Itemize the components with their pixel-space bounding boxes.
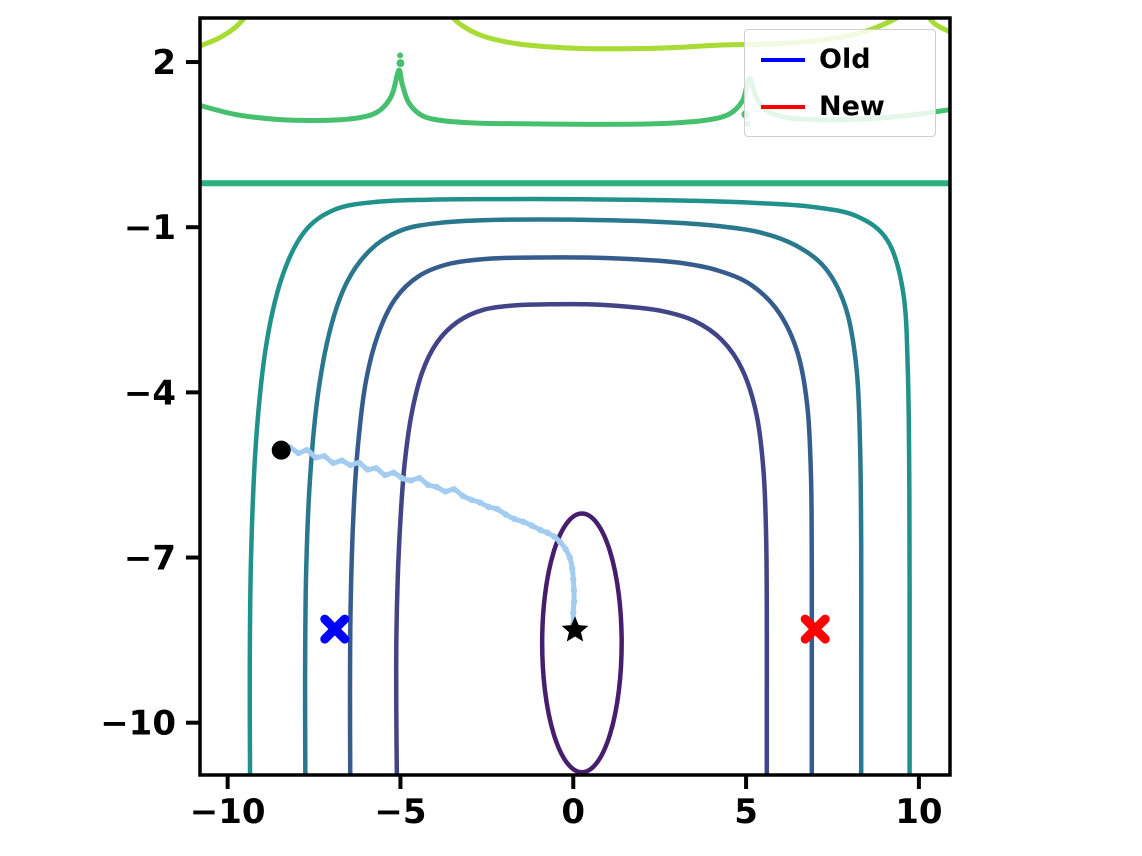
- trajectory-point: [494, 505, 501, 513]
- contour-dot: [396, 59, 405, 68]
- trajectory-point: [303, 446, 311, 454]
- level-inner-ellipse: [539, 511, 624, 775]
- x-tick-label: −5: [374, 792, 426, 832]
- y-tick-label: −4: [124, 373, 176, 413]
- new-marker-x-stroke: [800, 614, 830, 644]
- trajectory-point: [347, 461, 354, 469]
- trajectory-point: [416, 475, 423, 482]
- level-lime-arc-right: [925, 18, 950, 35]
- trajectory-point: [390, 469, 397, 476]
- optimization-trajectory: [278, 444, 578, 627]
- y-tick-label: −7: [124, 539, 176, 579]
- trajectory-point: [295, 449, 302, 457]
- x-tick-label: −10: [190, 792, 266, 832]
- trajectory-point: [364, 466, 371, 473]
- trajectory-point: [562, 546, 569, 553]
- trajectory-point: [468, 496, 475, 503]
- contour-spike-dots: [396, 52, 751, 127]
- trajectory-point: [556, 538, 564, 546]
- trajectory-point: [476, 499, 484, 506]
- y-tick-label: −10: [100, 704, 176, 744]
- trajectory-point: [355, 459, 363, 467]
- trajectory-point: [570, 576, 577, 583]
- trajectory-line: [278, 444, 577, 627]
- level-indigo-u: [393, 301, 770, 775]
- level-lime-arc-left: [200, 18, 248, 49]
- y-tick-label: 2: [152, 43, 176, 83]
- legend-item-label: Old: [819, 44, 871, 75]
- trajectory-point: [528, 522, 535, 529]
- trajectory-point: [433, 483, 440, 491]
- trajectory-point: [551, 533, 558, 540]
- trajectory-point: [566, 554, 574, 561]
- markers-layer: [271, 440, 830, 644]
- level-steel-blue-u: [347, 255, 815, 775]
- x-axis: −10 −5 0 5 10: [190, 775, 943, 832]
- trajectory-point: [329, 459, 337, 467]
- trajectory-point: [570, 587, 578, 594]
- legend-line-swatch: [761, 104, 805, 109]
- trajectory-point: [569, 565, 576, 572]
- trajectory-point: [407, 477, 415, 484]
- trajectory-point: [511, 515, 518, 523]
- trajectory-point: [459, 492, 466, 500]
- trajectory-point: [442, 488, 449, 495]
- y-axis: 2 −1 −4 −7 −10: [100, 43, 200, 744]
- trajectory-point: [519, 518, 527, 525]
- trajectory-point: [502, 511, 510, 518]
- trajectory-point: [537, 526, 544, 534]
- old-marker-x-stroke: [320, 614, 350, 644]
- trajectory-point: [381, 471, 389, 479]
- level-outer-teal-u: [247, 196, 912, 775]
- x-tick-label: 5: [734, 792, 758, 832]
- old-marker-x: [320, 614, 350, 644]
- trajectory-point: [544, 529, 551, 536]
- new-marker-x: [800, 614, 830, 644]
- trajectory-point: [570, 598, 578, 605]
- trajectory-point: [450, 486, 458, 493]
- trajectory-point: [424, 481, 432, 489]
- legend-item-label: New: [819, 91, 885, 122]
- trajectory-point: [321, 453, 328, 460]
- trajectory-point: [570, 609, 577, 616]
- trajectory-point: [338, 457, 345, 464]
- x-tick-label: 10: [895, 792, 942, 832]
- start-point: [271, 440, 291, 460]
- legend-line-swatch: [761, 57, 805, 62]
- x-tick-label: 0: [561, 792, 585, 832]
- legend-item-old: Old: [755, 46, 925, 73]
- trajectory-point: [373, 465, 380, 472]
- contour-dot: [397, 52, 404, 59]
- trajectory-point: [312, 454, 319, 461]
- target-star: [561, 616, 589, 642]
- legend-item-new: New: [755, 93, 925, 120]
- y-tick-label: −1: [124, 208, 176, 248]
- trajectory-point: [485, 503, 492, 511]
- trajectory-point: [398, 475, 406, 482]
- legend: Old New: [744, 29, 936, 137]
